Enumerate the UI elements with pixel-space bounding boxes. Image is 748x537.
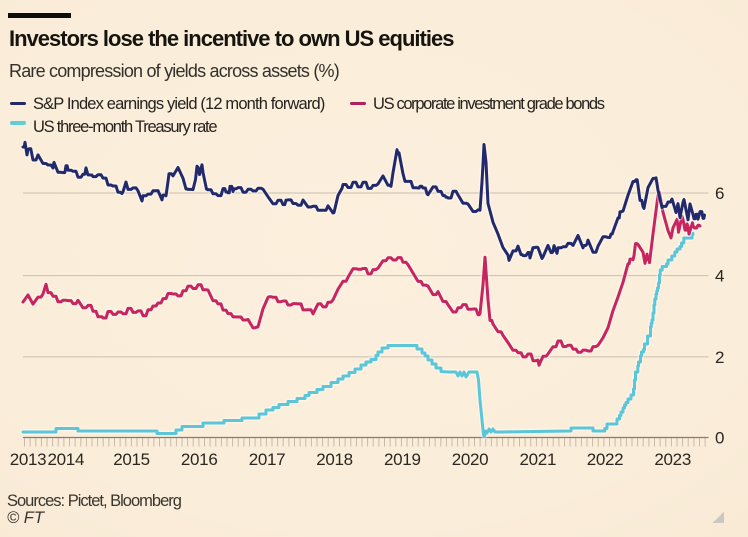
svg-text:2013: 2013 <box>10 450 47 469</box>
svg-text:2017: 2017 <box>249 450 286 469</box>
svg-text:2016: 2016 <box>181 450 218 469</box>
svg-text:0: 0 <box>715 429 724 448</box>
svg-text:2018: 2018 <box>316 450 353 469</box>
svg-text:2: 2 <box>715 348 724 367</box>
svg-text:6: 6 <box>715 184 724 203</box>
svg-text:2021: 2021 <box>519 450 556 469</box>
svg-text:2015: 2015 <box>113 450 150 469</box>
svg-text:2022: 2022 <box>587 450 624 469</box>
svg-text:4: 4 <box>715 267 724 286</box>
svg-text:2023: 2023 <box>654 450 691 469</box>
svg-text:2020: 2020 <box>452 450 489 469</box>
svg-text:2014: 2014 <box>47 450 84 469</box>
svg-text:2019: 2019 <box>384 450 421 469</box>
